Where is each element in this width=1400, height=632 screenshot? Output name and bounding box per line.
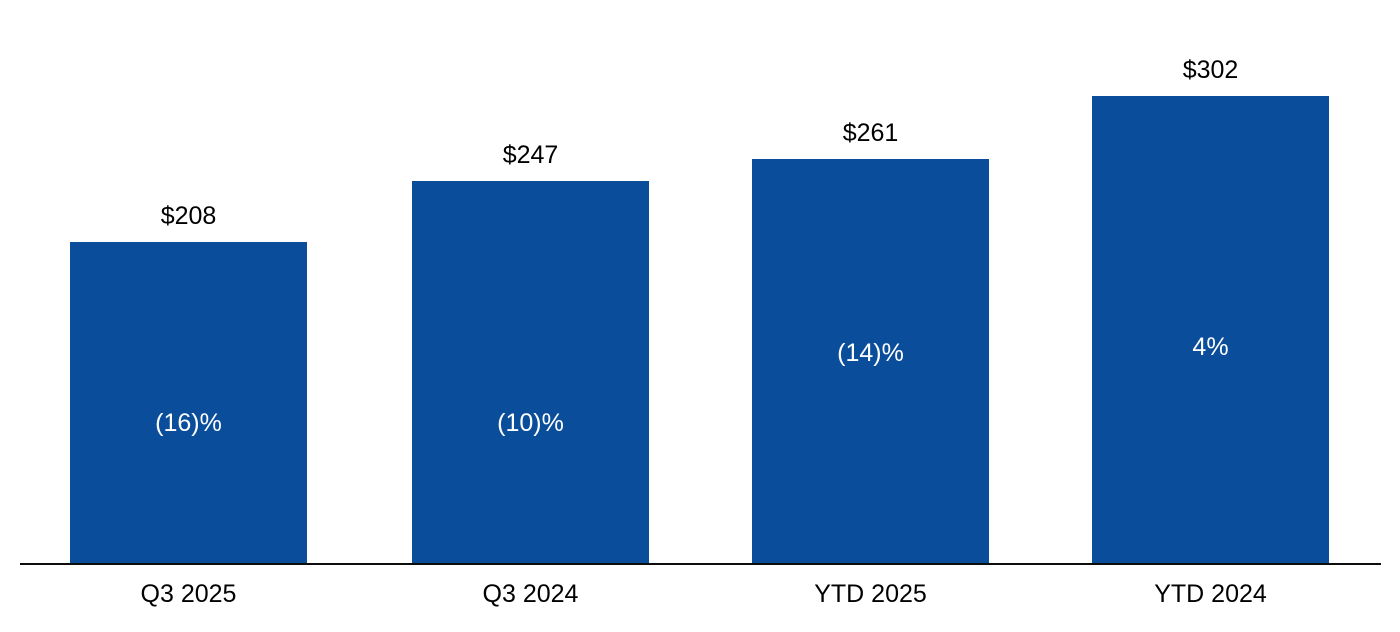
bar-group: $261 (14)%	[752, 0, 989, 564]
bar-value-label: $302	[1182, 55, 1239, 84]
bar: (14)%	[752, 159, 989, 564]
bar: (16)%	[70, 241, 307, 564]
bar-change-label: (14)%	[837, 339, 904, 367]
bar: 4%	[1092, 95, 1329, 564]
bar-change-label: (10)%	[497, 409, 564, 437]
bar: (10)%	[412, 181, 649, 564]
bar-value-label: $247	[502, 141, 559, 170]
bar-group: $208 (16)%	[70, 0, 307, 564]
x-axis-label: Q3 2024	[482, 580, 579, 608]
x-axis: Q3 2025 Q3 2024 YTD 2025 YTD 2024	[0, 582, 1400, 610]
bar-group: $302 4%	[1092, 0, 1329, 564]
bar-value-label: $261	[842, 119, 899, 148]
x-axis-label: YTD 2024	[1154, 580, 1267, 608]
bar-change-label: (16)%	[155, 409, 222, 437]
x-axis-label: Q3 2025	[140, 580, 237, 608]
bar-group: $247 (10)%	[412, 0, 649, 564]
bar-change-label: 4%	[1192, 333, 1229, 361]
x-axis-line	[20, 563, 1381, 565]
x-axis-label: YTD 2025	[814, 580, 927, 608]
plot-area: $208 (16)% $247 (10)% $261 (14)% $302 4%	[20, 0, 1381, 565]
bar-value-label: $208	[160, 201, 217, 230]
